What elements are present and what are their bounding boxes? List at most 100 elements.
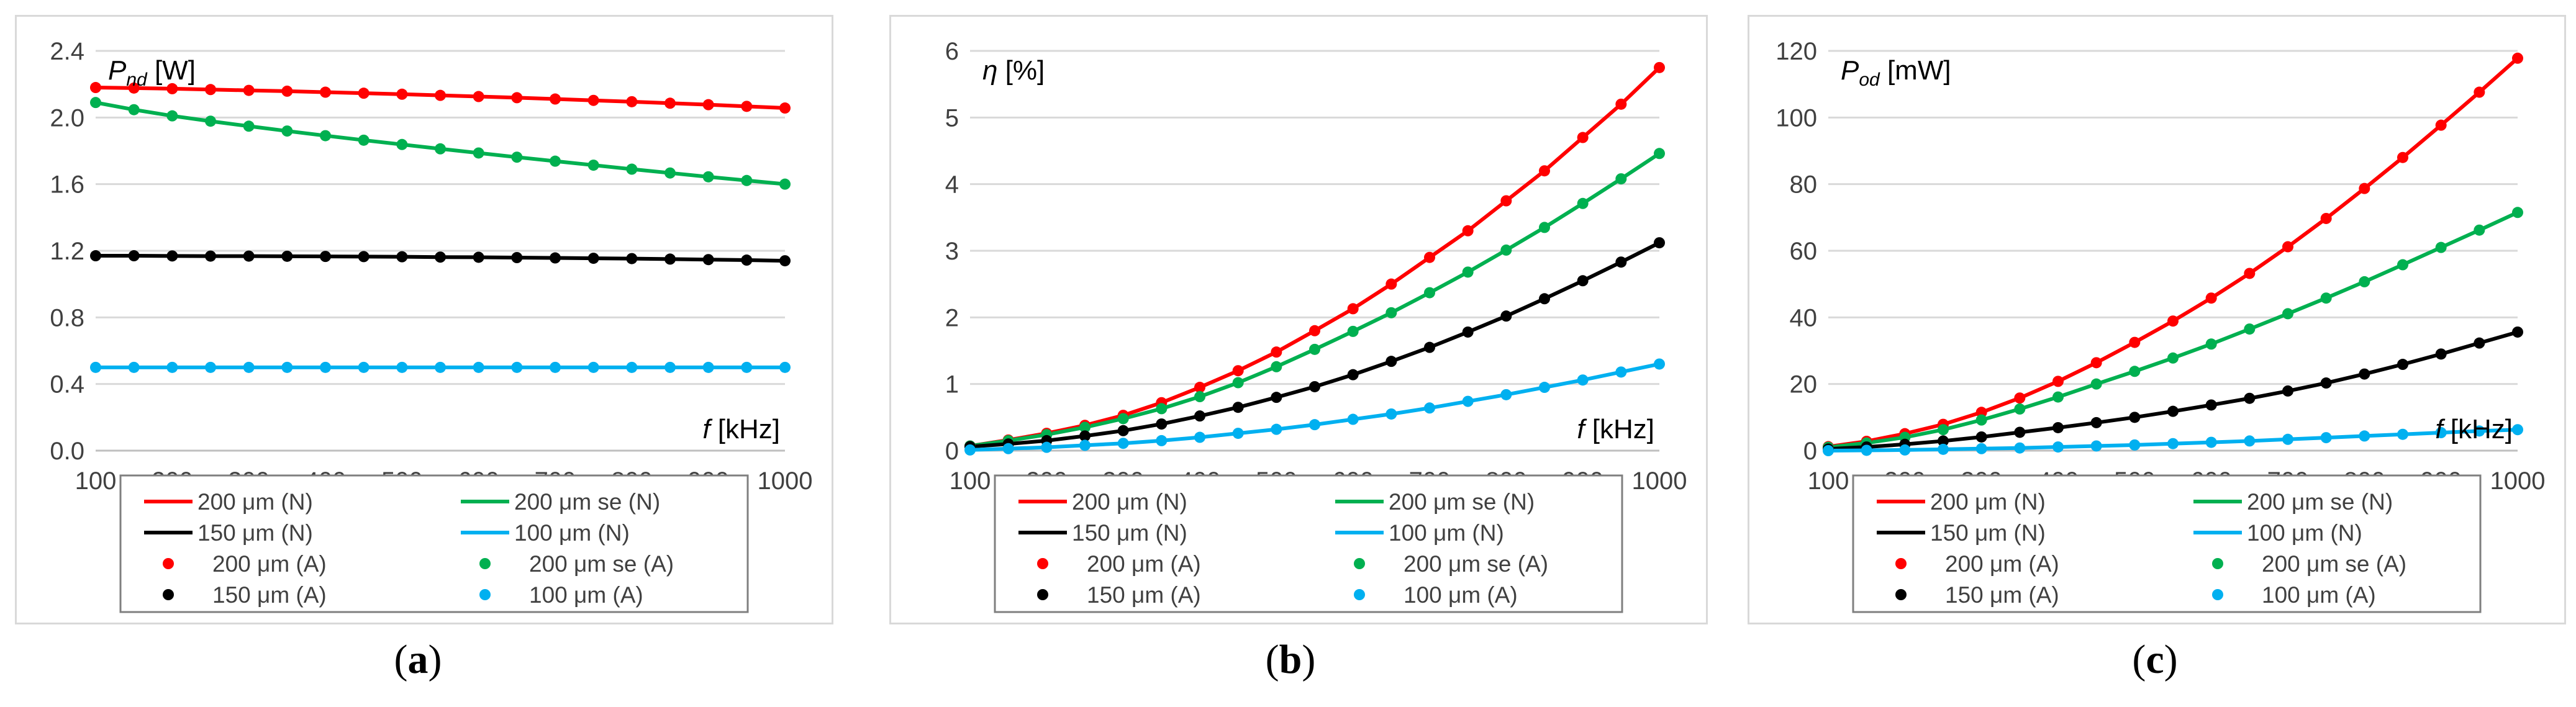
data-point-200-um-a xyxy=(435,89,446,101)
data-point-100-um-a xyxy=(2052,441,2064,453)
y-axis-label: Pnd [W] xyxy=(108,55,196,90)
legend-label-150-um-n: 150 μm (N) xyxy=(1072,520,1187,546)
data-point-200-um-se-a xyxy=(2129,366,2141,377)
legend-swatch-100-um-a xyxy=(2212,589,2223,600)
data-point-150-um-a xyxy=(166,250,178,262)
y-tick-label: 0.4 xyxy=(50,371,84,399)
data-point-150-um-a xyxy=(1232,402,1244,413)
legend-swatch-200-um-se-a xyxy=(1354,558,1365,569)
x-axis-label: f [kHz] xyxy=(2435,414,2513,444)
caption-a-close: ) xyxy=(428,637,442,682)
data-point-200-um-a xyxy=(473,91,484,102)
data-point-200-um-se-a xyxy=(205,115,216,127)
data-point-150-um-a xyxy=(2014,426,2026,438)
data-point-200-um-a xyxy=(2129,336,2141,348)
data-point-200-um-a xyxy=(2244,268,2256,279)
data-point-200-um-se-a xyxy=(664,167,676,179)
legend-label-200-um-n: 200 μm (N) xyxy=(1072,489,1187,515)
data-point-200-um-a xyxy=(1347,303,1359,315)
data-point-100-um-a xyxy=(281,361,293,373)
data-point-150-um-a xyxy=(626,253,638,264)
data-point-100-um-a xyxy=(1309,419,1320,431)
data-point-150-um-a xyxy=(90,250,101,262)
data-point-200-um-a xyxy=(550,93,561,105)
x-axis-label: f [kHz] xyxy=(702,414,780,444)
x-axis-unit: [kHz] xyxy=(2443,414,2513,444)
y-tick-label: 80 xyxy=(1790,171,1818,199)
legend-swatch-150-um-a xyxy=(1895,589,1907,600)
data-point-200-um-se-a xyxy=(2244,323,2256,335)
data-point-200-um-a xyxy=(358,88,370,99)
legend-label-200-um-se-a: 200 μm se (A) xyxy=(2262,551,2406,577)
y-axis-unit: [%] xyxy=(997,55,1045,86)
data-point-200-um-se-a xyxy=(1615,173,1627,185)
data-point-100-um-a xyxy=(1539,382,1550,394)
caption-c-open: ( xyxy=(2132,637,2146,682)
data-point-100-um-a xyxy=(2244,435,2256,447)
data-point-150-um-a xyxy=(2512,326,2523,338)
data-point-200-um-se-a xyxy=(243,120,255,132)
chart-c: 0204060801001201002003004005006007008009… xyxy=(1776,38,2545,613)
data-point-100-um-a xyxy=(1232,428,1244,439)
data-point-200-um-se-a xyxy=(2090,378,2102,390)
data-point-200-um-se-a xyxy=(1271,361,1282,372)
data-point-150-um-a xyxy=(128,250,140,262)
y-tick-label: 0.0 xyxy=(50,438,84,465)
data-point-150-um-a xyxy=(1577,275,1589,287)
caption-b-close: ) xyxy=(1302,637,1316,682)
data-point-200-um-a xyxy=(2359,182,2370,194)
data-point-200-um-a xyxy=(2205,292,2217,304)
data-point-100-um-a xyxy=(396,361,408,373)
data-point-200-um-se-a xyxy=(320,130,331,142)
legend-label-200-um-a: 200 μm (A) xyxy=(212,551,327,577)
data-point-150-um-a xyxy=(243,250,255,262)
data-point-200-um-se-a xyxy=(2320,292,2332,304)
data-point-100-um-a xyxy=(1347,413,1359,425)
y-axis-label: η [%] xyxy=(982,55,1045,86)
data-point-150-um-a xyxy=(2397,359,2408,371)
y-tick-label: 2.4 xyxy=(50,38,84,65)
data-point-150-um-a xyxy=(2435,348,2447,360)
series-line-200-um-n xyxy=(1828,56,2519,449)
x-tick-label: 1000 xyxy=(1632,467,1687,495)
data-point-100-um-a xyxy=(1975,443,1987,454)
data-point-100-um-a xyxy=(2014,442,2026,454)
data-point-200-um-se-a xyxy=(2512,207,2523,218)
data-point-200-um-se-a xyxy=(435,143,446,155)
data-point-200-um-a xyxy=(1232,365,1244,377)
data-point-150-um-a xyxy=(2052,421,2064,433)
data-point-200-um-se-a xyxy=(2167,352,2179,364)
legend-label-150-um-a: 150 μm (A) xyxy=(212,582,327,608)
data-point-100-um-a xyxy=(1386,408,1397,420)
data-point-200-um-se-a xyxy=(2205,338,2217,350)
data-point-100-um-a xyxy=(1899,444,1911,456)
data-point-200-um-a xyxy=(1386,278,1397,290)
data-point-200-um-a xyxy=(664,97,676,109)
data-point-150-um-a xyxy=(435,251,446,263)
y-tick-label: 6 xyxy=(945,38,959,65)
legend-box xyxy=(1852,474,2482,613)
y-tick-label: 1.2 xyxy=(50,238,84,265)
data-point-200-um-se-a xyxy=(2397,259,2408,271)
y-tick-label: 0.8 xyxy=(50,304,84,331)
caption-b: (b) xyxy=(1166,636,1415,683)
data-point-100-um-a xyxy=(2090,440,2102,452)
y-tick-label: 0 xyxy=(945,438,959,465)
data-point-200-um-se-a xyxy=(1424,287,1435,299)
y-tick-label: 2.0 xyxy=(50,104,84,132)
data-point-150-um-a xyxy=(1615,256,1627,268)
x-axis-unit: [kHz] xyxy=(1585,414,1654,444)
data-point-150-um-a xyxy=(396,251,408,263)
y-axis-symbol: P xyxy=(108,55,127,86)
data-point-200-um-a xyxy=(396,88,408,100)
caption-b-open: ( xyxy=(1265,637,1279,682)
legend-swatch-200-um-se-a xyxy=(2212,558,2223,569)
data-point-100-um-a xyxy=(1577,374,1589,386)
data-point-200-um-a xyxy=(1309,325,1320,336)
data-point-200-um-a xyxy=(1654,61,1665,73)
data-point-150-um-a xyxy=(1117,425,1129,436)
legend-label-200-um-a: 200 μm (A) xyxy=(1087,551,1201,577)
legend-swatch-150-um-a xyxy=(163,589,174,600)
data-point-150-um-a xyxy=(2320,377,2332,389)
data-point-200-um-a xyxy=(2282,241,2293,253)
